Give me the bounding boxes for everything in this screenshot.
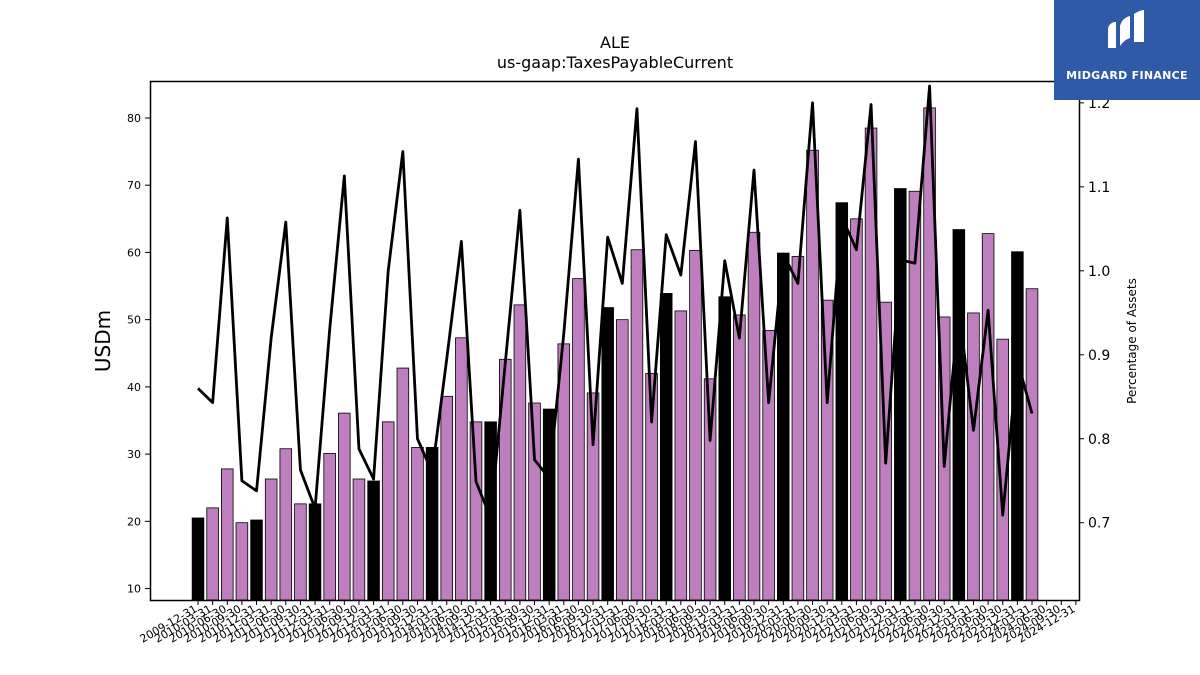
bar [806, 149, 819, 601]
bar [250, 519, 263, 601]
bar [733, 314, 746, 601]
bar [264, 478, 278, 601]
bar [791, 256, 805, 601]
y-tick-label: 10 [127, 583, 141, 596]
bar [323, 453, 336, 601]
x-axis: 2009-12-312010-03-312010-06-302010-09-30… [138, 600, 1077, 646]
y-tick-label: 20 [127, 515, 141, 528]
y-tick-label: 60 [127, 246, 141, 259]
bar-series [191, 107, 1039, 601]
bar [396, 367, 410, 601]
line-path [197, 84, 1034, 520]
y2-tick-label: 0.9 [1088, 348, 1110, 364]
y-tick-label: 30 [127, 448, 141, 461]
bar [850, 218, 863, 601]
bar [659, 293, 673, 601]
bar [440, 395, 453, 601]
bar [747, 231, 761, 601]
bar [630, 249, 644, 601]
y-axis-left: 10 20 30 40 50 60 70 80 [127, 112, 150, 596]
bar [952, 229, 966, 601]
bar [352, 478, 366, 601]
midgard-logo-icon [1108, 10, 1144, 48]
chart-title: ALE [600, 33, 630, 52]
bar [674, 310, 688, 601]
bar [338, 412, 351, 601]
bar [206, 507, 219, 601]
bar [528, 402, 541, 601]
bar [616, 319, 629, 601]
y2-tick-label: 0.8 [1088, 432, 1110, 448]
y2-axis-label: Percentage of Assets [1125, 278, 1139, 404]
brand-name: MIDGARD FINANCE [1066, 69, 1188, 82]
y2-tick-label: 0.7 [1088, 516, 1110, 532]
y-tick-label: 80 [127, 112, 141, 125]
bar [367, 480, 380, 601]
bar [718, 296, 731, 601]
y-tick-label: 40 [127, 381, 141, 394]
chart-subtitle: us-gaap:TaxesPayableCurrent [497, 53, 733, 72]
bar [235, 522, 249, 601]
bar [967, 312, 980, 601]
bar [294, 503, 307, 601]
bar [894, 188, 907, 601]
y2-tick-label: 1.0 [1088, 264, 1110, 280]
y-tick-label: 70 [127, 179, 141, 192]
bar [191, 517, 205, 601]
y-tick-label: 50 [127, 314, 141, 327]
bar [572, 278, 585, 601]
bar [981, 233, 995, 601]
bar [221, 468, 234, 601]
bar [1025, 288, 1039, 601]
plot-frame [149, 80, 1081, 602]
bar [513, 304, 527, 601]
y-axis-right: 0.70.80.91.01.11.2 [1079, 96, 1110, 532]
bar [381, 421, 395, 601]
bar [469, 421, 483, 601]
y-axis-label: USDm [91, 310, 115, 372]
line-series [197, 84, 1034, 520]
bar [601, 307, 614, 601]
y2-tick-label: 1.1 [1088, 180, 1110, 196]
bar [455, 337, 468, 601]
bar [689, 250, 702, 601]
bar [308, 503, 322, 601]
bar [1011, 251, 1024, 601]
brand-logo: MIDGARD FINANCE [1054, 0, 1200, 100]
bar [411, 446, 424, 601]
bar [279, 448, 293, 601]
